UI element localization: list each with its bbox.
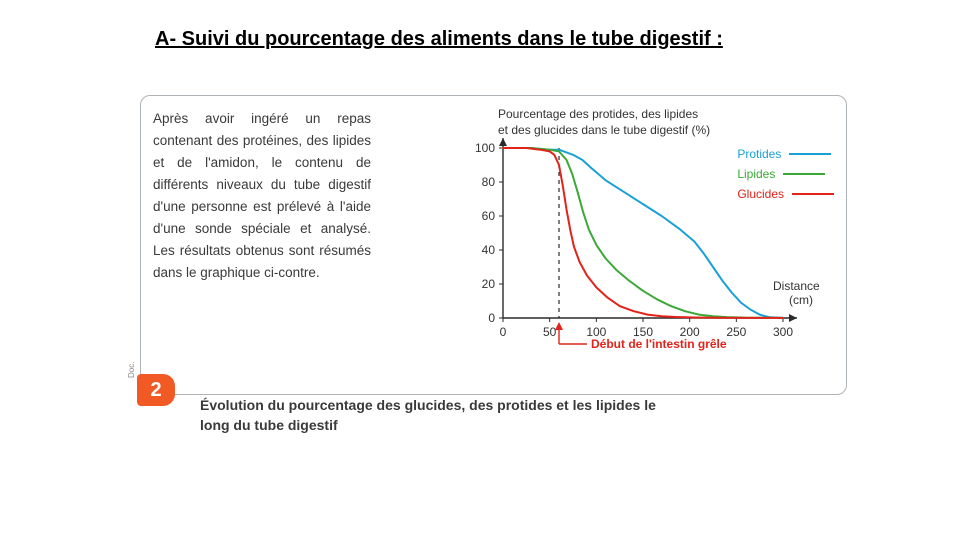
legend-entry: Lipides: [737, 164, 834, 184]
svg-text:20: 20: [482, 277, 496, 291]
figure-card: Après avoir ingéré un repas contenant de…: [140, 95, 847, 395]
legend-entry: Protides: [737, 144, 834, 164]
svg-text:0: 0: [488, 311, 495, 325]
section-title: A- Suivi du pourcentage des aliments dan…: [155, 28, 723, 51]
chart-legend: ProtidesLipidesGlucides: [737, 144, 834, 204]
description-text: Après avoir ingéré un repas contenant de…: [153, 108, 371, 284]
legend-label: Lipides: [737, 164, 775, 184]
legend-swatch: [792, 193, 834, 195]
svg-text:300: 300: [773, 325, 793, 339]
svg-text:80: 80: [482, 175, 496, 189]
svg-text:(cm): (cm): [789, 293, 813, 307]
doc-number-blob: 2: [137, 374, 175, 406]
svg-text:Début de l'intestin grêle: Début de l'intestin grêle: [591, 337, 727, 351]
svg-text:et des glucides dans le tube d: et des glucides dans le tube digestif (%…: [498, 123, 710, 137]
svg-text:250: 250: [726, 325, 746, 339]
svg-text:60: 60: [482, 209, 496, 223]
legend-label: Protides: [737, 144, 781, 164]
svg-text:50: 50: [543, 325, 557, 339]
legend-entry: Glucides: [737, 184, 834, 204]
svg-text:Distance: Distance: [773, 279, 820, 293]
doc-side-text: Doc.: [127, 362, 136, 378]
doc-number: 2: [150, 379, 161, 402]
legend-label: Glucides: [737, 184, 784, 204]
chart-svg: Pourcentage des protides, des lipides et …: [461, 104, 831, 364]
figure-caption: Évolution du pourcentage des glucides, d…: [200, 395, 660, 435]
svg-text:100: 100: [475, 141, 495, 155]
legend-swatch: [789, 153, 831, 155]
svg-text:40: 40: [482, 243, 496, 257]
line-chart: Pourcentage des protides, des lipides et …: [461, 104, 831, 364]
doc-badge: Doc. 2: [137, 374, 175, 406]
svg-text:0: 0: [500, 325, 507, 339]
legend-swatch: [783, 173, 825, 175]
svg-text:Pourcentage des protides, des: Pourcentage des protides, des lipides: [498, 107, 698, 121]
